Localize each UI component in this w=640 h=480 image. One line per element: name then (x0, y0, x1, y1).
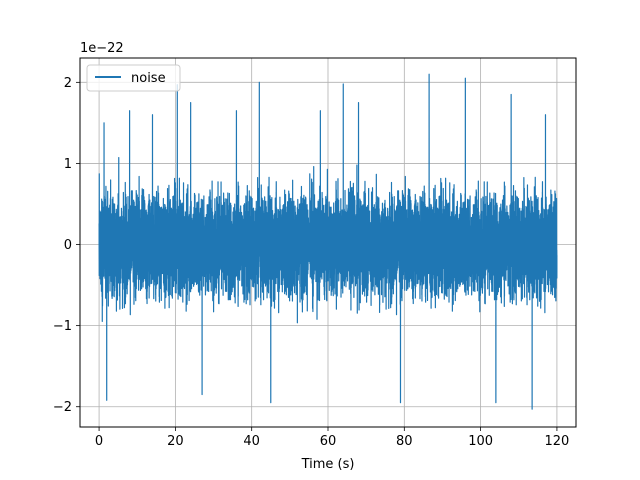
plot-area (98, 73, 558, 410)
x-axis-label: Time (s) (301, 457, 355, 472)
legend: noise (86, 64, 181, 92)
x-tick-label: 0 (95, 434, 103, 449)
y-offset-label: 1e−22 (80, 41, 124, 56)
x-tick-label: 100 (468, 434, 493, 449)
y-tick-label: 1 (64, 157, 72, 172)
x-tick-label: 20 (167, 434, 184, 449)
y-tick-label: 0 (64, 238, 72, 253)
ticks: 0 20 40 60 80 100 120 −2 −1 0 1 2 (53, 76, 570, 449)
x-tick-label: 60 (320, 434, 337, 449)
x-tick-label: 120 (545, 434, 570, 449)
series-line-noise (98, 73, 558, 410)
x-tick-label: 80 (396, 434, 413, 449)
x-tick-label: 40 (243, 434, 260, 449)
legend-label-noise: noise (131, 71, 166, 86)
y-tick-label: −2 (53, 400, 72, 415)
legend-box (86, 64, 181, 92)
y-tick-label: −1 (53, 319, 72, 334)
y-tick-label: 2 (64, 76, 72, 91)
